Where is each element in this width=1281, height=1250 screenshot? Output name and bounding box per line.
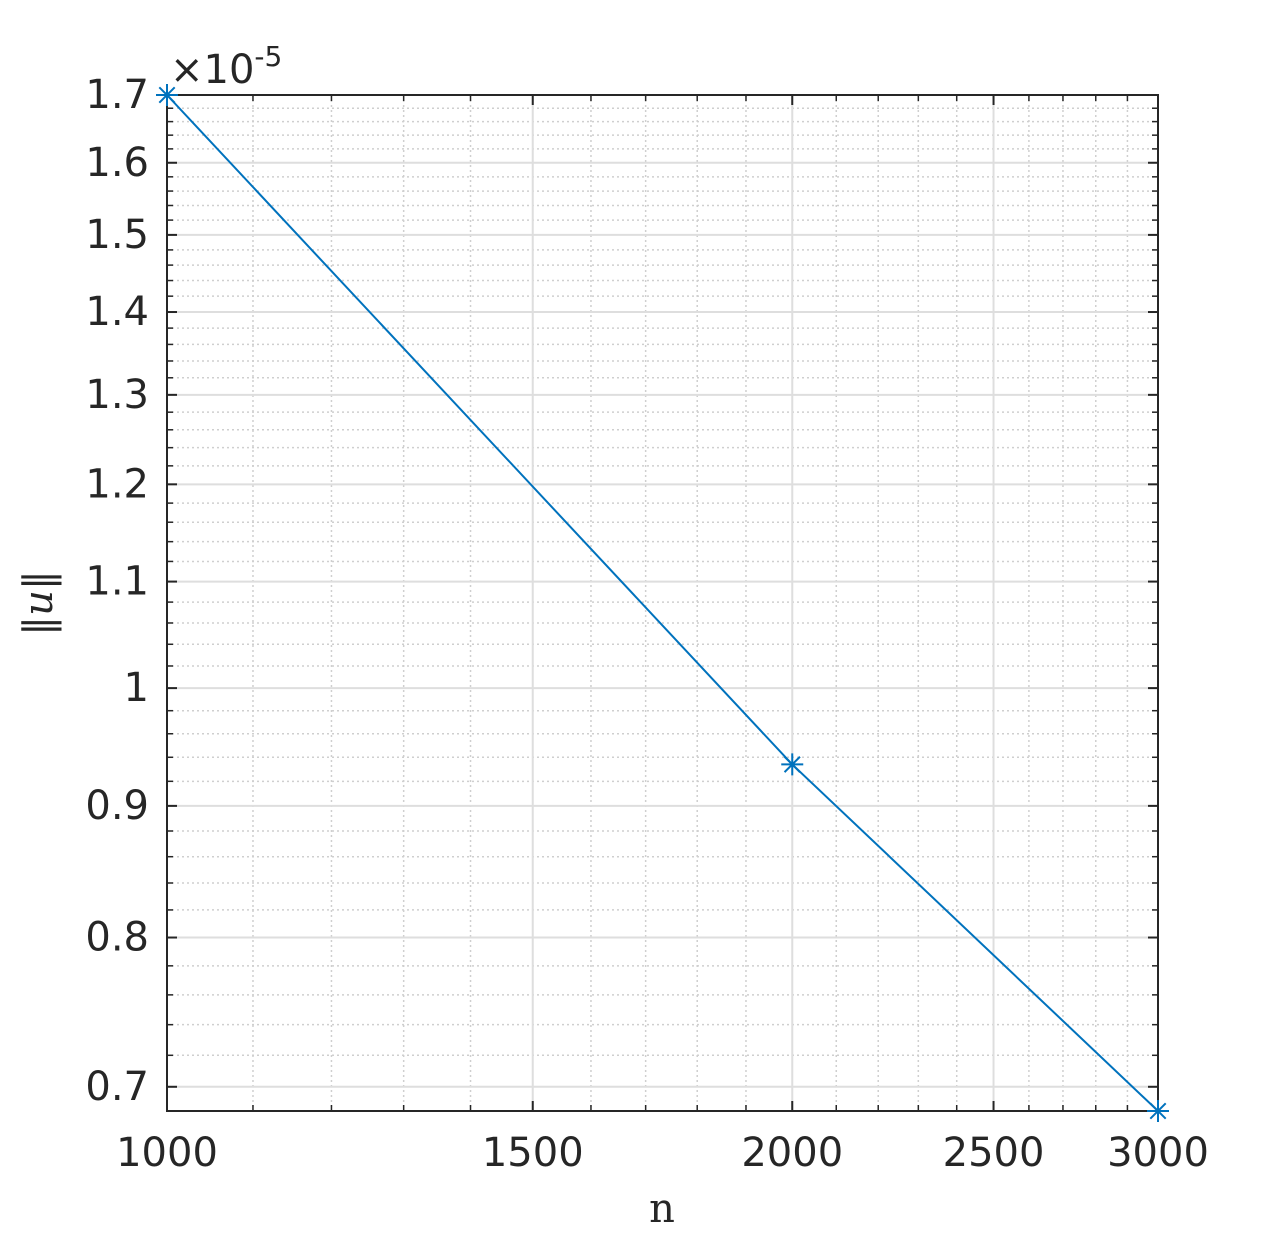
x-tick-label: 2000 [741,1130,843,1176]
y-tick-label: 1.3 [85,372,149,418]
y-tick-label: 1.6 [85,140,149,186]
y-exponent: ×10-5 [170,40,282,93]
y-tick-label: 1.4 [85,289,149,335]
marker [781,753,804,776]
x-tick-label: 3000 [1107,1130,1209,1176]
y-exponent-power: -5 [254,40,282,73]
y-tick-label: 1 [124,665,149,711]
x-tick-label: 2500 [943,1130,1045,1176]
y-tick-label: 0.9 [85,783,149,829]
y-exponent-base: ×10 [170,47,254,93]
y-tick-label: 1.1 [85,559,149,605]
x-axis-label: n [649,1186,675,1232]
y-tick-label: 1.7 [85,72,149,118]
y-tick-label: 1.2 [85,461,149,507]
marker [156,84,178,106]
y-axis-label: ‖u‖ [16,570,62,636]
y-tick-label: 0.7 [85,1064,149,1110]
y-tick-label: 0.8 [85,915,149,961]
y-tick-label: 1.5 [85,212,149,258]
x-tick-label: 1000 [116,1130,218,1176]
plot-frame [166,94,1159,1112]
x-tick-label: 1500 [482,1130,584,1176]
marker [1147,1100,1169,1122]
